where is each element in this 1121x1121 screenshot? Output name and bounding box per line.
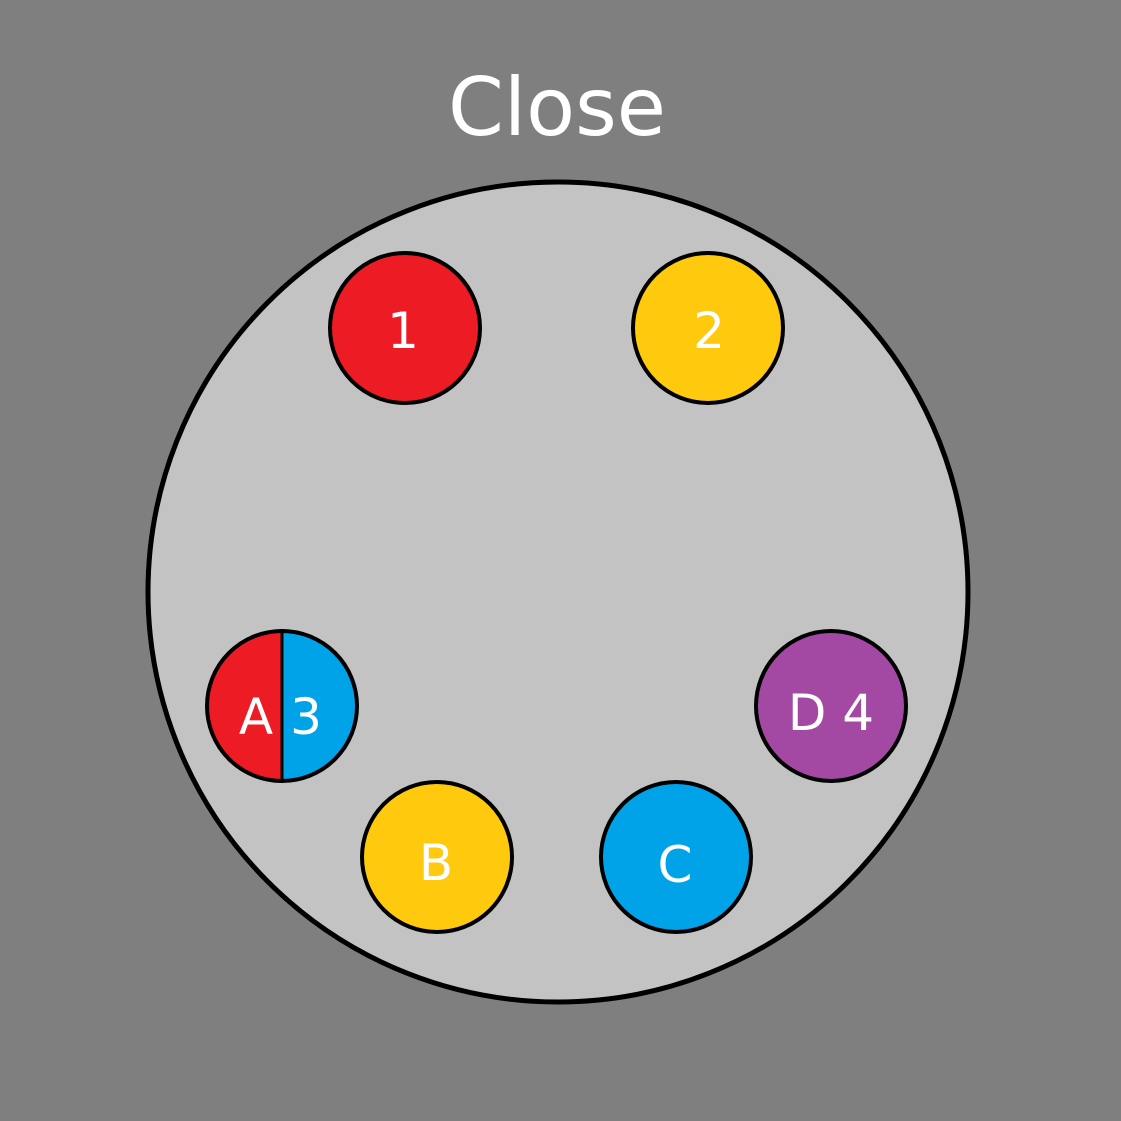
pin-a3-left-half	[207, 631, 282, 781]
pin-1-circle	[328, 251, 482, 405]
pin-c-circle	[599, 780, 753, 934]
pin-1: 1	[328, 251, 482, 405]
pin-a3: A 3	[205, 629, 359, 783]
pin-b: B	[360, 780, 514, 934]
pin-2-label: 2	[693, 302, 725, 360]
pin-c-label: C	[658, 836, 693, 894]
pin-c: C	[599, 780, 753, 934]
pin-d4: D 4	[754, 629, 908, 783]
pin-2-circle	[631, 251, 785, 405]
pin-a3-right-label: 3	[290, 688, 322, 746]
pin-d4-label: D 4	[788, 684, 874, 742]
pin-d4-circle	[754, 629, 908, 783]
pin-b-circle	[360, 780, 514, 934]
pin-1-label: 1	[387, 302, 419, 360]
connector-plate	[145, 179, 971, 1005]
pin-a3-left-label: A	[239, 688, 273, 746]
diagram-title: Close	[448, 61, 666, 154]
pin-2: 2	[631, 251, 785, 405]
pin-a3-right-half	[282, 631, 357, 781]
pin-a3-outline	[205, 629, 359, 783]
pin-b-label: B	[419, 834, 453, 892]
